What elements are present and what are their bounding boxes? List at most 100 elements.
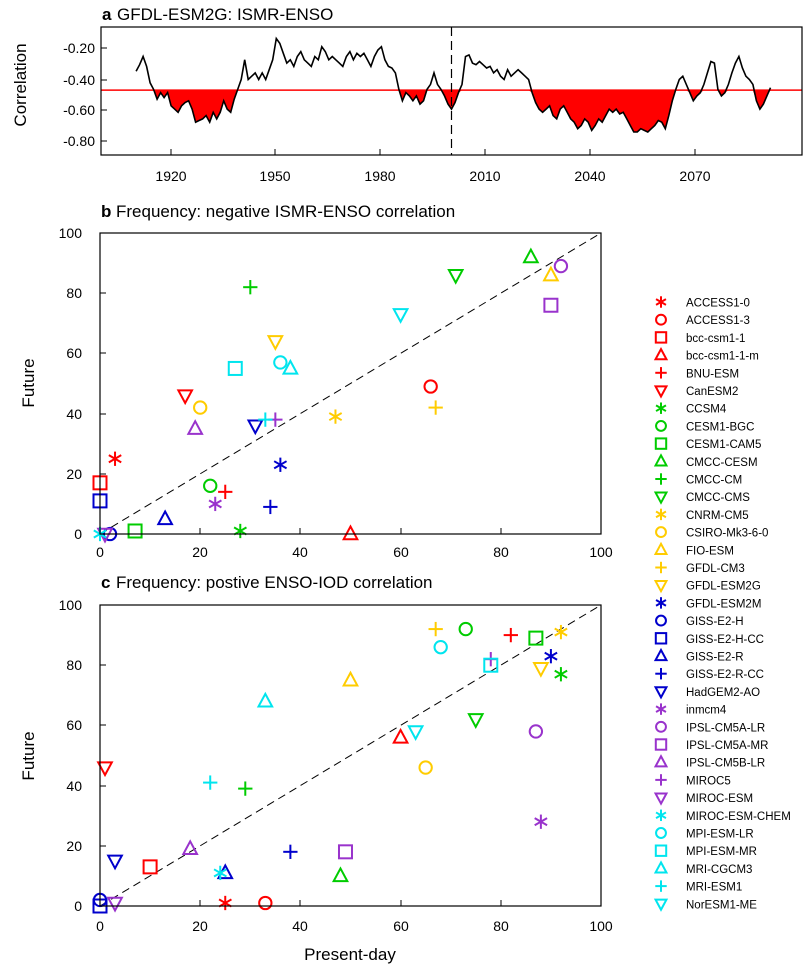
svg-text:80: 80 (493, 544, 509, 560)
svg-text:2040: 2040 (574, 168, 605, 184)
legend-label: MIROC5 (686, 775, 731, 787)
legend-item: MIROC-ESM (653, 792, 753, 806)
legend-marker (655, 313, 667, 326)
legend-item: GFDL-CM3 (655, 561, 745, 575)
panel-a-ytick: -0.40 (63, 72, 107, 88)
panel-b-ytick: 80 (66, 285, 106, 301)
panel-c-point-cesm1-bgc (458, 621, 473, 637)
legend-label: GISS-E2-H (686, 616, 744, 628)
panel-b-point-cesm1-cam5 (127, 523, 143, 539)
panel-b-point-noresm1-me (392, 308, 410, 324)
legend-label: CNRM-CM5 (686, 510, 749, 522)
panel-c-point-mri-esm1 (203, 775, 218, 790)
panel-b-ytick: 0 (74, 526, 106, 542)
legend-marker (655, 419, 667, 432)
panel-a-below-threshold-fill (136, 90, 771, 132)
legend-marker (653, 792, 669, 806)
legend-item: IPSL-CM5A-MR (654, 738, 768, 752)
panel-b-point-gfdl-esm2m (273, 457, 288, 472)
legend-marker (654, 632, 668, 645)
svg-text:100: 100 (59, 225, 83, 241)
panel-a-xtick: 1950 (259, 149, 291, 184)
legend-marker (655, 774, 667, 786)
panel-c-point-mri-cgcm3 (256, 691, 274, 708)
legend-item: MIROC-ESM-CHEM (655, 809, 791, 823)
legend-label: CESM1-CAM5 (686, 439, 761, 451)
legend-item: GISS-E2-H-CC (654, 632, 764, 646)
panel-b-ytick: 60 (66, 345, 106, 361)
legend-label: inmcm4 (686, 705, 727, 717)
legend-item: GFDL-ESM2M (655, 597, 761, 610)
svg-text:40: 40 (292, 544, 308, 560)
panel-c-ytick: 80 (66, 657, 106, 673)
panel-b-xtick: 20 (192, 528, 208, 560)
panel-b-letter: b (101, 202, 111, 221)
panel-b-y-axis: 0 20 40 60 80 100 (59, 225, 106, 542)
svg-text:2070: 2070 (679, 168, 710, 184)
panel-c-point-miroc-esm (106, 896, 124, 913)
panel-c-point-csiro-mk3-6-0 (418, 760, 433, 775)
panel-b-title: Frequency: negative ISMR-ENSO correlatio… (116, 202, 455, 221)
legend-label: ACCESS1-0 (686, 298, 750, 310)
svg-text:-0.20: -0.20 (63, 40, 95, 56)
legend-item: CCSM4 (655, 402, 727, 416)
legend-item: MPI-ESM-MR (654, 844, 757, 858)
legend-marker (653, 860, 669, 874)
svg-text:1920: 1920 (155, 168, 186, 184)
panel-b-ylabel: Future (19, 358, 38, 407)
legend-item: CMCC-CESM (653, 453, 758, 469)
legend-marker (655, 703, 667, 715)
panel-b-markers (92, 247, 569, 544)
panel-a-xtick: 1980 (364, 149, 396, 184)
panel-c-x-axis: 0 20 40 60 80 100 (96, 900, 613, 934)
legend-item: CSIRO-Mk3-6-0 (655, 526, 768, 540)
legend-marker (655, 473, 667, 485)
legend-item: GISS-E2-R-CC (655, 667, 764, 681)
panel-c-ytick: 0 (74, 898, 106, 914)
legend-marker (655, 614, 667, 627)
svg-text:80: 80 (493, 918, 509, 934)
legend-marker (653, 541, 669, 555)
panel-b-point-ipsl-cm5a-mr (543, 297, 559, 313)
panel-a-line-layer (101, 27, 802, 155)
panel-b-point-ccsm4 (233, 523, 247, 539)
legend-marker (655, 827, 667, 839)
legend-marker (655, 508, 667, 521)
svg-text:-0.80: -0.80 (63, 133, 95, 149)
svg-text:40: 40 (292, 918, 308, 934)
panel-c-point-ipsl-cm5b-lr (181, 839, 199, 856)
panel-c-xtick: 80 (493, 900, 509, 934)
legend-label: GISS-E2-H-CC (686, 634, 764, 646)
legend-marker (655, 296, 667, 308)
legend-label: MRI-ESM1 (686, 882, 742, 894)
panel-c-markers (92, 621, 568, 914)
panel-a-ylabel: Correlation (11, 43, 30, 126)
panel-b-point-cmcc-cm (243, 280, 258, 295)
legend-item: HadGEM2-AO (653, 686, 760, 700)
legend: ACCESS1-0 ACCESS1-3 bcc-csm1-1 bcc-csm1-1-m… (653, 296, 791, 912)
panel-a-xtick: 2040 (574, 149, 606, 184)
panel-b-point-mri-esm1 (258, 412, 273, 427)
svg-text:-0.40: -0.40 (63, 72, 95, 88)
panel-b-ytick: 20 (66, 466, 106, 482)
panel-b-point-gfdl-esm2g (266, 335, 284, 351)
legend-marker (655, 597, 667, 609)
panel-b-point-giss-e2-r (156, 509, 174, 526)
legend-label: IPSL-CM5A-LR (686, 722, 765, 734)
legend-label: bcc-csm1-1 (686, 333, 745, 345)
panel-b-ytick: 40 (66, 406, 106, 422)
legend-item: CESM1-CAM5 (654, 437, 761, 451)
legend-item: MPI-ESM-LR (655, 827, 754, 841)
svg-text:60: 60 (66, 345, 82, 361)
svg-text:80: 80 (66, 285, 82, 301)
panel-b-one-to-one-line (99, 232, 602, 535)
panel-c-ytick: 60 (66, 717, 106, 733)
legend-label: MIROC-ESM-CHEM (686, 811, 791, 823)
legend-item: ACCESS1-0 (655, 296, 750, 310)
svg-text:20: 20 (192, 918, 208, 934)
panel-c-point-canesm2 (96, 761, 114, 778)
panel-a-xtick: 2010 (469, 149, 501, 184)
svg-text:0: 0 (96, 918, 104, 934)
svg-text:100: 100 (59, 597, 83, 613)
panel-b-point-mpi-esm-lr (273, 355, 288, 370)
